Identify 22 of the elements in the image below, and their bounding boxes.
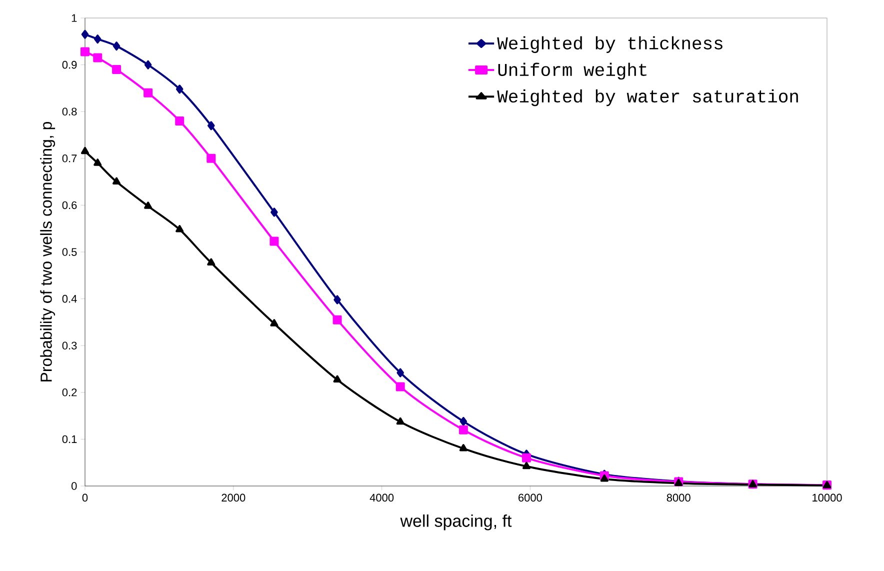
x-tick-label: 8000 — [666, 494, 690, 502]
legend-label: Weighted by thickness — [497, 36, 722, 54]
y-tick-label: 0.7 — [62, 154, 77, 162]
x-tick-label: 2000 — [222, 494, 246, 502]
y-tick-label: 0.1 — [62, 435, 77, 444]
x-tick-label: 0 — [82, 494, 88, 502]
x-axis-title: well spacing, ft — [400, 514, 512, 530]
y-tick-label: 0.6 — [62, 201, 77, 210]
legend-label: Weighted by water saturation — [497, 89, 798, 106]
y-tick-label: 0.9 — [62, 60, 77, 69]
y-tick-label: 0.5 — [62, 248, 77, 256]
y-tick-label: 0 — [72, 482, 77, 490]
y-tick-label: 0.2 — [62, 388, 77, 396]
x-tick-label: 10000 — [812, 494, 842, 502]
y-tick-label: 0.8 — [62, 108, 77, 116]
legend-label: Uniform weight — [498, 62, 646, 80]
y-axis-title: Probability of two wells connecting, p — [40, 122, 56, 382]
y-tick-label: 0.3 — [62, 342, 77, 350]
y-tick-label: 1 — [72, 14, 77, 22]
x-tick-label: 6000 — [518, 494, 542, 502]
y-tick-label: 0.4 — [62, 294, 77, 303]
x-tick-label: 4000 — [370, 494, 394, 502]
